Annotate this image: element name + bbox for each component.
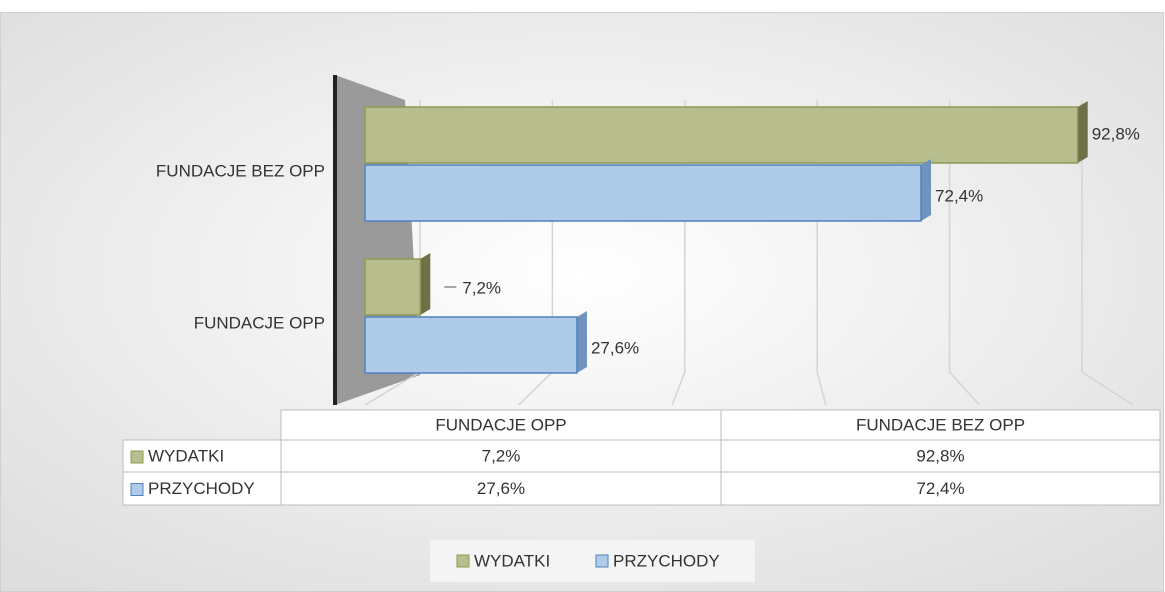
grid-line	[1081, 100, 1134, 406]
legend-key	[130, 483, 144, 496]
bar-side	[1077, 101, 1088, 163]
legend-label: WYDATKI	[474, 551, 550, 570]
table-cell	[720, 471, 1161, 506]
bar-side	[420, 253, 431, 315]
data-label: 7,2%	[462, 278, 501, 297]
bar-side	[921, 159, 932, 221]
table-value: 7,2%	[482, 446, 521, 465]
legend-box	[430, 540, 755, 582]
table-header: FUNDACJE OPP	[435, 415, 566, 434]
bar	[364, 106, 1079, 164]
legend-key	[130, 450, 144, 464]
table-cell	[720, 439, 1161, 473]
table-cell	[720, 409, 1161, 441]
table-cell	[280, 471, 722, 506]
table-row-label: PRZYCHODY	[148, 479, 255, 498]
table-cell	[280, 409, 722, 441]
category-label: FUNDACJE OPP	[194, 313, 325, 332]
data-label: 27,6%	[591, 338, 639, 357]
table-value: 92,8%	[916, 446, 964, 465]
table-header: FUNDACJE BEZ OPP	[856, 415, 1025, 434]
bar	[364, 164, 922, 222]
bar	[364, 258, 422, 316]
bar	[364, 316, 578, 374]
table-value: 27,6%	[477, 479, 525, 498]
legend-key	[456, 554, 470, 568]
data-label: 92,8%	[1092, 124, 1140, 143]
grid-line	[948, 100, 980, 406]
legend-label: PRZYCHODY	[613, 551, 720, 570]
category-label: FUNDACJE BEZ OPP	[156, 161, 325, 180]
table-row-label: WYDATKI	[148, 446, 224, 465]
bar-side	[576, 311, 587, 373]
legend-key	[595, 554, 609, 568]
table-cell	[122, 439, 282, 473]
table-cell	[122, 471, 282, 506]
table-value: 72,4%	[916, 479, 964, 498]
data-label: 72,4%	[935, 186, 983, 205]
